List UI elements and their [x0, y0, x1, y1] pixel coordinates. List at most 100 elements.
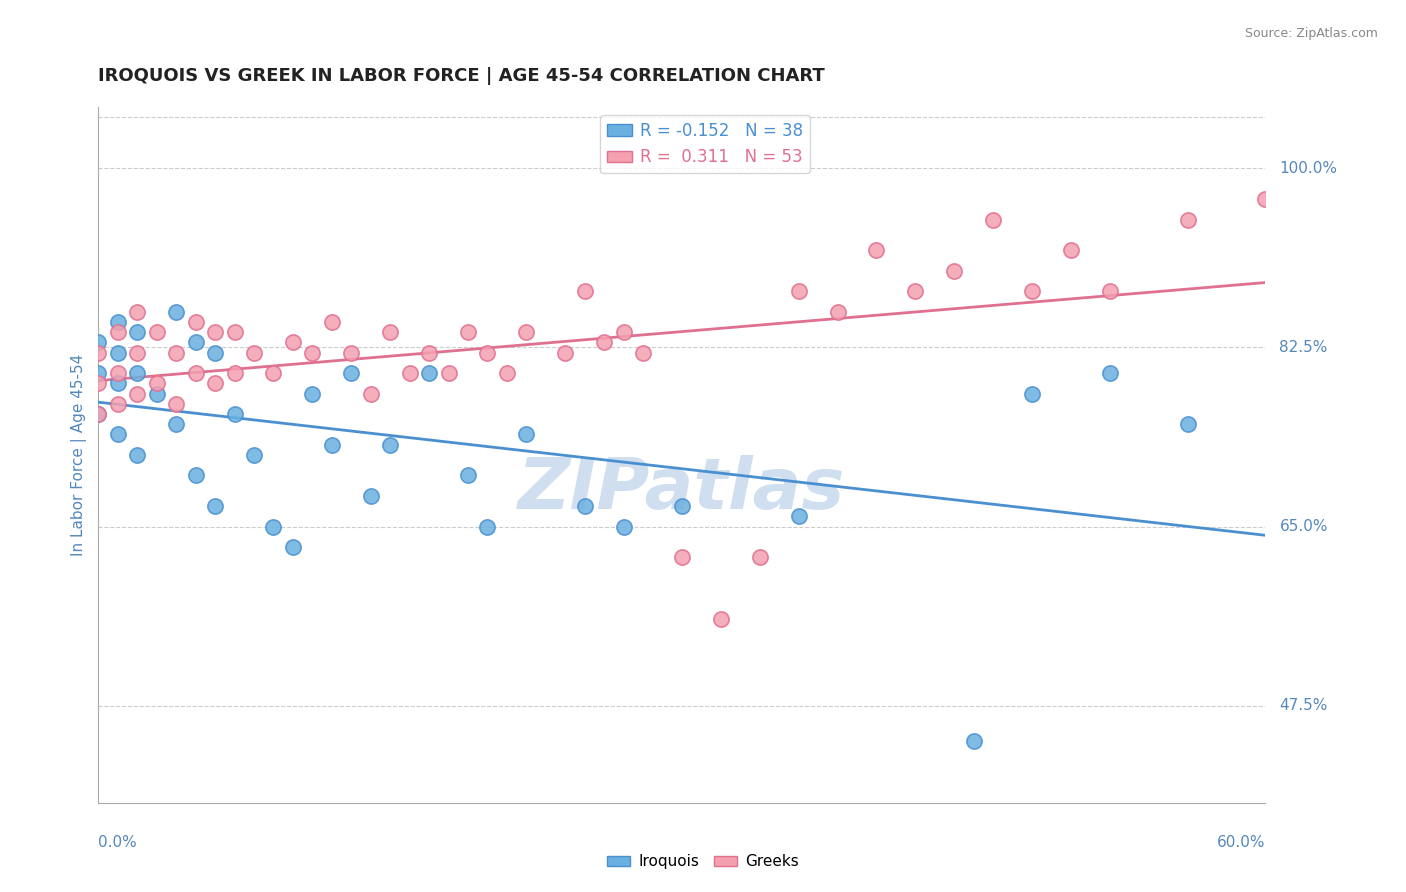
Point [612, 519, 634, 533]
Point [146, 325, 169, 339]
Point [1177, 417, 1199, 432]
Point [1021, 386, 1043, 401]
Point [204, 325, 226, 339]
Point [593, 335, 616, 350]
Point [574, 284, 596, 298]
Point [378, 438, 402, 452]
Point [107, 397, 129, 411]
Point [165, 417, 187, 432]
Point [457, 325, 479, 339]
Point [418, 345, 440, 359]
Point [631, 345, 654, 359]
Point [437, 366, 460, 380]
Point [184, 366, 207, 380]
Text: 82.5%: 82.5% [1279, 340, 1327, 355]
Point [184, 335, 207, 350]
Text: 0.0%: 0.0% [98, 836, 138, 850]
Text: Source: ZipAtlas.com: Source: ZipAtlas.com [1244, 27, 1378, 40]
Point [146, 376, 169, 391]
Point [710, 612, 733, 626]
Text: 100.0%: 100.0% [1279, 161, 1337, 176]
Text: IROQUOIS VS GREEK IN LABOR FORCE | AGE 45-54 CORRELATION CHART: IROQUOIS VS GREEK IN LABOR FORCE | AGE 4… [98, 67, 825, 85]
Point [127, 366, 149, 380]
Point [204, 376, 226, 391]
Point [127, 325, 149, 339]
Point [87, 366, 110, 380]
Point [554, 345, 576, 359]
Point [107, 427, 129, 442]
Point [184, 315, 207, 329]
Y-axis label: In Labor Force | Age 45-54: In Labor Force | Age 45-54 [72, 354, 87, 556]
Point [165, 345, 187, 359]
Legend: R = -0.152   N = 38, R =  0.311   N = 53: R = -0.152 N = 38, R = 0.311 N = 53 [600, 115, 810, 173]
Point [301, 386, 323, 401]
Point [107, 376, 129, 391]
Point [127, 448, 149, 462]
Point [943, 264, 966, 278]
Point [224, 407, 246, 421]
Point [515, 325, 537, 339]
Point [962, 734, 984, 748]
Text: 60.0%: 60.0% [1218, 836, 1265, 850]
Point [87, 345, 110, 359]
Point [127, 304, 149, 318]
Text: ZIPatlas: ZIPatlas [519, 455, 845, 524]
Point [321, 315, 343, 329]
Point [321, 438, 343, 452]
Point [340, 345, 363, 359]
Point [360, 386, 382, 401]
Point [340, 366, 363, 380]
Point [477, 519, 499, 533]
Point [204, 499, 226, 513]
Point [301, 345, 323, 359]
Point [107, 325, 129, 339]
Point [184, 468, 207, 483]
Point [224, 325, 246, 339]
Point [515, 427, 537, 442]
Point [87, 407, 110, 421]
Point [107, 345, 129, 359]
Point [671, 499, 693, 513]
Point [281, 540, 304, 554]
Point [281, 335, 304, 350]
Point [107, 315, 129, 329]
Point [748, 550, 770, 565]
Point [477, 345, 499, 359]
Point [904, 284, 927, 298]
Point [1098, 366, 1121, 380]
Point [981, 212, 1004, 227]
Point [146, 386, 169, 401]
Point [127, 345, 149, 359]
Point [787, 509, 810, 524]
Point [1254, 192, 1277, 206]
Point [243, 345, 266, 359]
Point [612, 325, 634, 339]
Point [87, 376, 110, 391]
Point [360, 489, 382, 503]
Point [243, 448, 266, 462]
Point [165, 397, 187, 411]
Point [87, 335, 110, 350]
Point [107, 366, 129, 380]
Point [865, 244, 887, 258]
Legend: Iroquois, Greeks: Iroquois, Greeks [602, 848, 804, 875]
Point [378, 325, 402, 339]
Point [418, 366, 440, 380]
Point [262, 519, 284, 533]
Point [204, 345, 226, 359]
Text: 65.0%: 65.0% [1279, 519, 1327, 534]
Point [787, 284, 810, 298]
Point [87, 407, 110, 421]
Point [1021, 284, 1043, 298]
Point [165, 304, 187, 318]
Point [827, 304, 849, 318]
Point [1177, 212, 1199, 227]
Text: 47.5%: 47.5% [1279, 698, 1327, 713]
Point [1098, 284, 1121, 298]
Point [262, 366, 284, 380]
Point [495, 366, 517, 380]
Point [224, 366, 246, 380]
Point [457, 468, 479, 483]
Point [574, 499, 596, 513]
Point [398, 366, 420, 380]
